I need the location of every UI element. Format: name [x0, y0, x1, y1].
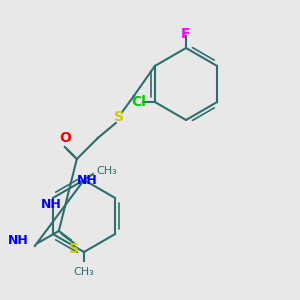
Text: S: S: [69, 242, 79, 256]
Text: S: S: [114, 110, 124, 124]
Text: CH₃: CH₃: [74, 267, 94, 277]
Text: NH: NH: [41, 197, 62, 211]
Text: F: F: [181, 28, 191, 41]
Text: CH₃: CH₃: [96, 166, 117, 176]
Text: Cl: Cl: [131, 95, 146, 109]
Text: NH: NH: [8, 233, 29, 247]
Text: O: O: [59, 131, 71, 145]
Text: NH: NH: [77, 173, 98, 187]
